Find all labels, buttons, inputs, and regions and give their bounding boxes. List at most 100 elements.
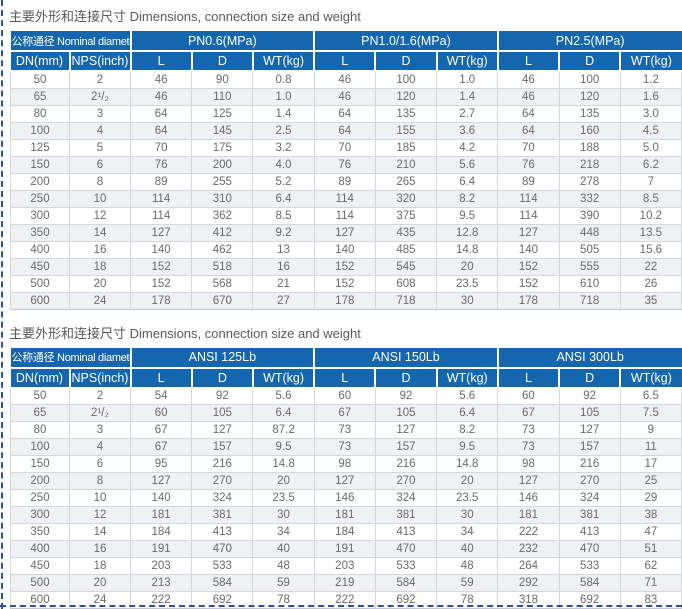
table-cell: 105 bbox=[191, 404, 254, 422]
page-dashed-border-bottom bbox=[0, 605, 682, 607]
table-cell: 157 bbox=[558, 438, 621, 456]
table-row: 100 4 67 157 9.5 73 157 9.5 73 157 11 bbox=[10, 438, 682, 456]
table-cell: 4.0 bbox=[252, 155, 315, 174]
table-cell: 222 bbox=[129, 591, 193, 609]
col-header-l: L bbox=[129, 366, 193, 389]
table-cell: 435 bbox=[374, 223, 438, 242]
table-cell: 9.5 bbox=[436, 206, 499, 225]
table-cell: 6.4 bbox=[436, 172, 499, 191]
table-cell: 65 bbox=[10, 404, 70, 422]
table-cell: 100 bbox=[558, 70, 621, 89]
table-cell: 2¹/₂ bbox=[69, 404, 131, 422]
table-cell: 7.5 bbox=[619, 404, 682, 422]
table-cell: 181 bbox=[497, 506, 560, 524]
table-row: 300 12 181 381 30 181 381 30 181 381 38 bbox=[10, 506, 682, 524]
table-cell: 30 bbox=[252, 506, 315, 524]
table-cell: 65 bbox=[10, 87, 70, 106]
table-cell: 76 bbox=[497, 155, 560, 174]
table-cell: 114 bbox=[313, 206, 376, 225]
table-cell: 12.8 bbox=[436, 223, 499, 242]
table-cell: 500 bbox=[10, 574, 70, 592]
table-cell: 216 bbox=[191, 455, 254, 473]
table-cell: 533 bbox=[191, 557, 254, 575]
table-cell: 127 bbox=[129, 472, 193, 490]
table-cell: 692 bbox=[191, 591, 254, 609]
table-cell: 362 bbox=[191, 206, 254, 225]
table-cell: 100 bbox=[10, 121, 70, 140]
table-cell: 232 bbox=[497, 540, 560, 558]
section-ansi-dimensions: 主要外形和连接尺寸 Dimensions, connection size an… bbox=[0, 310, 682, 609]
table-cell: 216 bbox=[374, 455, 438, 473]
table-cell: 264 bbox=[497, 557, 560, 575]
table-cell: 255 bbox=[191, 172, 254, 191]
table-cell: 114 bbox=[129, 206, 193, 225]
table-cell: 67 bbox=[129, 438, 193, 456]
table-cell: 54 bbox=[129, 387, 193, 405]
table-cell: 23.5 bbox=[436, 489, 499, 507]
table-cell: 73 bbox=[313, 438, 376, 456]
table-cell: 50 bbox=[10, 387, 70, 405]
group-header-ansi125: ANSI 125Lb bbox=[129, 347, 316, 369]
table-cell: 67 bbox=[497, 404, 560, 422]
group-header-pn25: PN2.5(MPa) bbox=[496, 31, 682, 52]
table-cell: 505 bbox=[558, 240, 621, 259]
nominal-diameter-header: 公称通径 Nominal diameter bbox=[10, 31, 132, 52]
table-cell: 64 bbox=[497, 104, 560, 123]
table-cell: 448 bbox=[558, 223, 621, 242]
table-cell: 222 bbox=[497, 523, 560, 541]
table-cell: 450 bbox=[10, 557, 70, 575]
section-pn-dimensions: 主要外形和连接尺寸 Dimensions, connection size an… bbox=[9, 9, 682, 310]
table-cell: 470 bbox=[374, 540, 438, 558]
table-row: 150 6 95 216 14.8 98 216 14.8 98 216 17 bbox=[10, 455, 682, 473]
col-header-d: D bbox=[190, 366, 254, 389]
table-cell: 114 bbox=[129, 189, 193, 208]
table-cell: 1.6 bbox=[619, 87, 682, 106]
table-cell: 92 bbox=[558, 387, 621, 405]
table-cell: 1.4 bbox=[436, 87, 499, 106]
table-cell: 555 bbox=[558, 257, 621, 276]
table-cell: 125 bbox=[191, 104, 254, 123]
table-cell: 46 bbox=[129, 70, 193, 89]
table-cell: 10.2 bbox=[619, 206, 682, 225]
table-cell: 692 bbox=[558, 591, 621, 609]
table-row: 65 2¹/₂ 46 110 1.0 46 120 1.4 46 120 1.6 bbox=[10, 87, 682, 106]
table-cell: 213 bbox=[129, 574, 193, 592]
table-cell: 16 bbox=[69, 540, 131, 558]
table-cell: 18 bbox=[69, 557, 131, 575]
table-cell: 568 bbox=[191, 274, 254, 293]
table-cell: 80 bbox=[10, 104, 70, 123]
table-cell: 216 bbox=[558, 455, 621, 473]
table-row: 200 8 89 255 5.2 89 265 6.4 89 278 7 bbox=[10, 172, 682, 191]
table-cell: 18 bbox=[69, 257, 131, 276]
col-header-wt: WT(kg) bbox=[435, 366, 499, 389]
table-cell: 219 bbox=[313, 574, 376, 592]
table-cell: 23.5 bbox=[436, 274, 499, 293]
table-cell: 152 bbox=[129, 274, 193, 293]
table-cell: 73 bbox=[497, 438, 560, 456]
table-cell: 10 bbox=[69, 189, 131, 208]
table-cell: 27 bbox=[252, 291, 315, 310]
table-cell: 127 bbox=[191, 421, 254, 439]
table-cell: 518 bbox=[191, 257, 254, 276]
table-cell: 584 bbox=[558, 574, 621, 592]
col-header-d: D bbox=[558, 50, 622, 72]
table-cell: 8.5 bbox=[619, 189, 682, 208]
table-cell: 14.8 bbox=[252, 455, 315, 473]
table-cell: 59 bbox=[252, 574, 315, 592]
table-cell: 73 bbox=[313, 421, 376, 439]
table-row: 65 2¹/₂ 60 105 6.4 67 105 6.4 67 105 7.5 bbox=[10, 404, 682, 422]
table-cell: 13 bbox=[252, 240, 315, 259]
table-cell: 90 bbox=[191, 70, 254, 89]
table-cell: 89 bbox=[129, 172, 193, 191]
table-row: 350 14 184 413 34 184 413 34 222 413 47 bbox=[10, 523, 682, 541]
table-cell: 250 bbox=[10, 489, 70, 507]
table-cell: 46 bbox=[129, 87, 193, 106]
table-cell: 450 bbox=[10, 257, 70, 276]
col-header-wt: WT(kg) bbox=[619, 50, 682, 72]
col-header-d: D bbox=[190, 50, 254, 72]
table-cell: 200 bbox=[10, 172, 70, 191]
table-cell: 127 bbox=[313, 223, 376, 242]
table-cell: 6.4 bbox=[252, 189, 315, 208]
table-cell: 310 bbox=[191, 189, 254, 208]
